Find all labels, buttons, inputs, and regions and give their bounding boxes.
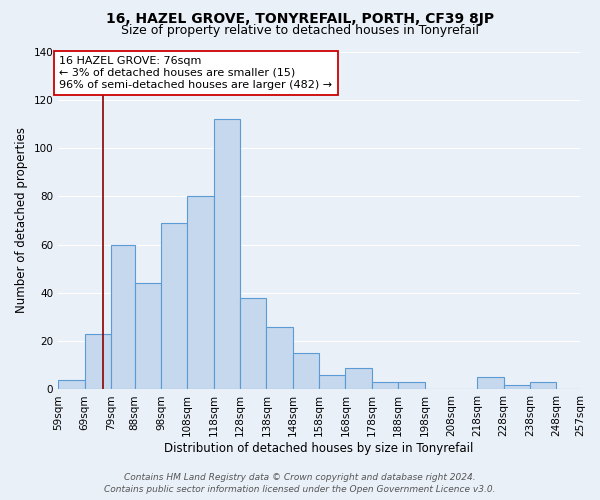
Text: Contains HM Land Registry data © Crown copyright and database right 2024.
Contai: Contains HM Land Registry data © Crown c… (104, 473, 496, 494)
Text: Size of property relative to detached houses in Tonyrefail: Size of property relative to detached ho… (121, 24, 479, 37)
Bar (161, 223, 187, 390)
Bar (372, 382, 398, 390)
Text: 16 HAZEL GROVE: 76sqm
← 3% of detached houses are smaller (15)
96% of semi-detac: 16 HAZEL GROVE: 76sqm ← 3% of detached h… (59, 56, 332, 90)
Bar (477, 378, 503, 390)
X-axis label: Distribution of detached houses by size in Tonyrefail: Distribution of detached houses by size … (164, 442, 474, 455)
Bar (134, 283, 161, 390)
Bar (111, 244, 134, 390)
Bar (85, 334, 111, 390)
Bar (58, 380, 85, 390)
Bar (503, 384, 530, 390)
Bar (214, 119, 240, 390)
Bar (319, 375, 346, 390)
Bar (398, 382, 425, 390)
Bar (187, 196, 214, 390)
Text: 16, HAZEL GROVE, TONYREFAIL, PORTH, CF39 8JP: 16, HAZEL GROVE, TONYREFAIL, PORTH, CF39… (106, 12, 494, 26)
Bar (266, 326, 293, 390)
Bar (293, 353, 319, 390)
Bar (240, 298, 266, 390)
Y-axis label: Number of detached properties: Number of detached properties (15, 128, 28, 314)
Bar (530, 382, 556, 390)
Bar (346, 368, 372, 390)
